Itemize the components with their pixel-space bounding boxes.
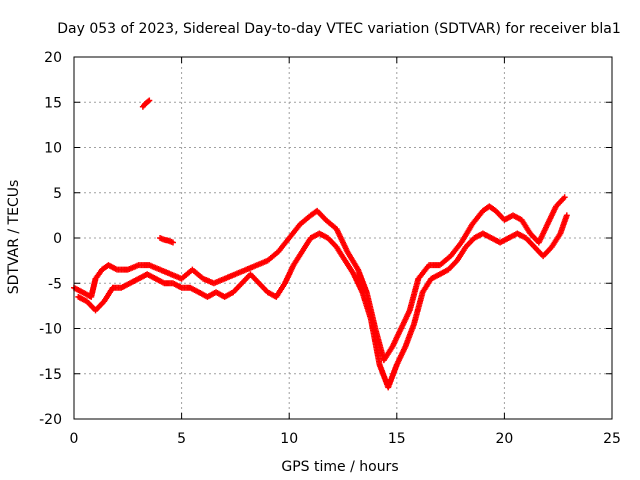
data-point: [145, 98, 152, 105]
x-tick-label: 0: [70, 431, 79, 447]
y-tick-label: 0: [53, 231, 62, 247]
x-tick-label: 10: [280, 431, 298, 447]
x-tick-label: 20: [495, 431, 513, 447]
data-points: [71, 97, 570, 391]
y-tick-label: -5: [48, 276, 62, 292]
y-tick-label: 15: [44, 95, 62, 111]
chart-title: Day 053 of 2023, Sidereal Day-to-day VTE…: [57, 21, 620, 37]
y-tick-label: -10: [39, 322, 62, 338]
data-point: [561, 194, 568, 201]
y-tick-label: 10: [44, 141, 62, 157]
x-axis-label: GPS time / hours: [281, 459, 398, 475]
y-tick-label: 5: [53, 186, 62, 202]
data-point: [169, 239, 176, 246]
data-point: [146, 97, 153, 104]
data-point: [563, 212, 570, 219]
axis-ticks: 0 5 10 15 20 25 -20 -15 -10 -5 0 5 10 15 20: [39, 50, 621, 447]
x-tick-label: 5: [177, 431, 186, 447]
x-tick-label: 25: [603, 431, 621, 447]
y-tick-label: 20: [44, 50, 62, 66]
y-tick-label: -15: [39, 367, 62, 383]
y-tick-label: -20: [39, 412, 62, 428]
y-axis-label: SDTVAR / TECUs: [6, 180, 22, 295]
x-tick-label: 15: [388, 431, 406, 447]
